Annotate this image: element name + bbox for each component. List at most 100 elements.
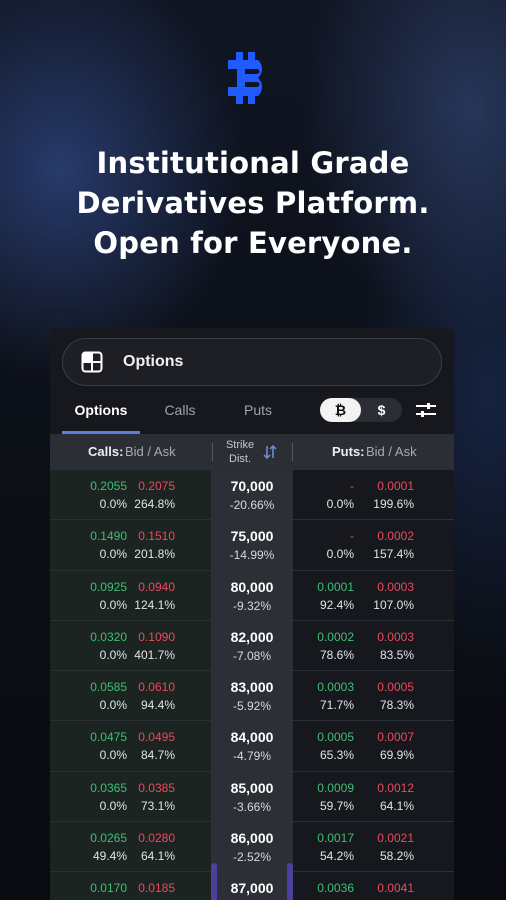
put-cell[interactable]: 0.0002 0.0003 78.6% 83.5% — [293, 620, 454, 671]
call-cell[interactable]: 0.0365 0.0385 0.0% 73.1% — [50, 771, 211, 822]
call-bid-iv: 0.0% — [99, 647, 127, 662]
call-ask: 0.1510 — [138, 529, 175, 544]
put-bid-iv: 59.7% — [319, 798, 354, 813]
put-ask-iv: 199.6% — [373, 497, 414, 511]
call-bid-iv: 49.4% — [92, 849, 127, 864]
tab-puts[interactable]: Puts — [243, 402, 272, 418]
strike-price: 80,000 — [230, 578, 274, 595]
put-ask-iv: 107.0% — [373, 597, 414, 612]
put-ask: 0.0003 — [377, 579, 414, 594]
table-header: Calls: Bid / Ask Strike Dist. Puts: Bid … — [50, 434, 454, 470]
put-bid: 0.0002 — [317, 629, 354, 644]
table-row[interactable]: 0.0475 0.0495 0.0% 84.7% 84,000 -4.79% 0… — [50, 721, 454, 772]
call-cell[interactable]: 0.0475 0.0495 0.0% 84.7% — [50, 721, 211, 771]
tab-calls[interactable]: Calls — [164, 402, 196, 418]
call-cell[interactable]: 0.2055 0.2075 0.0% 264.8% — [50, 470, 211, 520]
filter-sliders-icon[interactable] — [414, 400, 438, 420]
call-ask: 0.0185 — [138, 881, 175, 896]
put-cell[interactable]: 0.0001 0.0003 92.4% 107.0% — [293, 570, 454, 620]
sort-arrows-icon[interactable] — [262, 444, 278, 460]
call-bid-iv: 0.0% — [99, 597, 127, 612]
tab-options[interactable]: Options — [62, 396, 140, 434]
call-bid-iv: 0.0% — [99, 798, 127, 813]
put-ask-iv: 78.3% — [379, 698, 414, 713]
put-cell[interactable]: 0.0017 0.0021 54.2% 58.2% — [293, 822, 454, 872]
header-divider — [292, 443, 293, 461]
strike-distance: -4.79% — [232, 749, 272, 764]
put-cell[interactable]: - 0.0002 0.0% 157.4% — [293, 520, 454, 570]
strike-header[interactable]: Strike Dist. — [218, 438, 262, 466]
puts-header-label: Puts: — [332, 444, 365, 459]
options-chain-table: 0.2055 0.2075 0.0% 264.8% 70,000 -20.66%… — [50, 470, 454, 900]
call-cell[interactable]: 0.0170 0.0185 — [50, 872, 211, 900]
put-ask: 0.0012 — [377, 780, 414, 795]
table-row[interactable]: 0.2055 0.2075 0.0% 264.8% 70,000 -20.66%… — [50, 470, 454, 521]
table-row[interactable]: 0.0265 0.0280 49.4% 64.1% 86,000 -2.52% … — [50, 822, 454, 873]
put-cell[interactable]: - 0.0001 0.0% 199.6% — [293, 470, 454, 520]
table-row[interactable]: 0.0925 0.0940 0.0% 124.1% 80,000 -9.32% … — [50, 570, 454, 621]
call-ask: 0.2075 — [138, 479, 175, 493]
put-bid-iv: 0.0% — [326, 547, 354, 562]
call-bid-iv: 0.0% — [99, 748, 127, 763]
put-bid: 0.0017 — [317, 831, 354, 846]
call-bid: 0.0925 — [90, 579, 127, 594]
table-row[interactable]: 0.0585 0.0610 0.0% 94.4% 83,000 -5.92% 0… — [50, 671, 454, 722]
put-bid-iv: 65.3% — [319, 748, 354, 763]
put-ask: 0.0002 — [377, 529, 414, 544]
bitcoin-b-logo-icon — [228, 52, 263, 104]
table-row[interactable]: 0.1490 0.1510 0.0% 201.8% 75,000 -14.99%… — [50, 520, 454, 571]
strike-cell: 80,000 -9.32% — [211, 570, 293, 620]
strike-distance: -14.99% — [229, 548, 275, 563]
call-cell[interactable]: 0.0265 0.0280 49.4% 64.1% — [50, 822, 211, 872]
call-cell[interactable]: 0.0585 0.0610 0.0% 94.4% — [50, 671, 211, 721]
current-price-marker — [211, 863, 217, 900]
put-bid: 0.0009 — [317, 780, 354, 795]
call-ask: 0.0280 — [138, 831, 175, 846]
put-cell[interactable]: 0.0009 0.0012 59.7% 64.1% — [293, 771, 454, 822]
put-bid: - — [350, 529, 354, 544]
call-ask: 0.0385 — [138, 780, 175, 795]
currency-toggle[interactable]: ₿ $ — [320, 398, 402, 422]
put-cell[interactable]: 0.0005 0.0007 65.3% 69.9% — [293, 721, 454, 771]
call-ask: 0.0610 — [138, 680, 175, 695]
call-bid-iv: 0.0% — [99, 497, 127, 511]
options-title-bar[interactable]: Options — [62, 338, 442, 386]
strike-distance: -9.32% — [232, 598, 272, 613]
call-bid: 0.0475 — [90, 730, 127, 745]
usd-toggle-option[interactable]: $ — [377, 402, 386, 418]
headline-line-2: Derivatives Platform. — [76, 186, 430, 220]
call-cell[interactable]: 0.1490 0.1510 0.0% 201.8% — [50, 520, 211, 570]
table-row[interactable]: 0.0320 0.1090 0.0% 401.7% 82,000 -7.08% … — [50, 620, 454, 672]
call-ask-iv: 84.7% — [140, 748, 175, 763]
header-divider — [212, 443, 213, 461]
strike-cell: 70,000 -20.66% — [211, 470, 293, 520]
call-bid: 0.0585 — [90, 680, 127, 695]
call-ask: 0.0495 — [138, 730, 175, 745]
call-bid: 0.2055 — [90, 479, 127, 493]
put-bid-iv: 78.6% — [319, 647, 354, 662]
table-row[interactable]: 0.0365 0.0385 0.0% 73.1% 85,000 -3.66% 0… — [50, 771, 454, 823]
put-bid: - — [350, 479, 354, 493]
put-cell[interactable]: 0.0036 0.0041 — [293, 872, 454, 900]
strike-price: 70,000 — [230, 478, 274, 494]
put-ask: 0.0001 — [377, 479, 414, 493]
call-bid: 0.0365 — [90, 780, 127, 795]
calls-header-sub: Bid / Ask — [125, 444, 176, 459]
strike-cell: 75,000 -14.99% — [211, 520, 293, 570]
strike-distance: -20.66% — [229, 498, 275, 512]
call-bid-iv: 0.0% — [99, 547, 127, 562]
strike-price: 85,000 — [230, 779, 274, 796]
btc-toggle-option[interactable]: ₿ — [320, 398, 361, 422]
strike-distance: -3.66% — [232, 799, 272, 814]
strike-distance: -5.92% — [232, 699, 272, 714]
puts-header-sub: Bid / Ask — [366, 444, 417, 459]
call-cell[interactable]: 0.0925 0.0940 0.0% 124.1% — [50, 570, 211, 620]
put-cell[interactable]: 0.0003 0.0005 71.7% 78.3% — [293, 671, 454, 721]
strike-distance: -7.08% — [232, 648, 272, 663]
strike-distance: -2.52% — [232, 850, 272, 865]
call-cell[interactable]: 0.0320 0.1090 0.0% 401.7% — [50, 620, 211, 671]
put-bid-iv: 54.2% — [319, 849, 354, 864]
table-row[interactable]: 0.0170 0.0185 87,000 0.0036 0.0041 — [50, 872, 454, 900]
put-bid: 0.0036 — [317, 881, 354, 896]
current-price-marker — [287, 863, 293, 900]
